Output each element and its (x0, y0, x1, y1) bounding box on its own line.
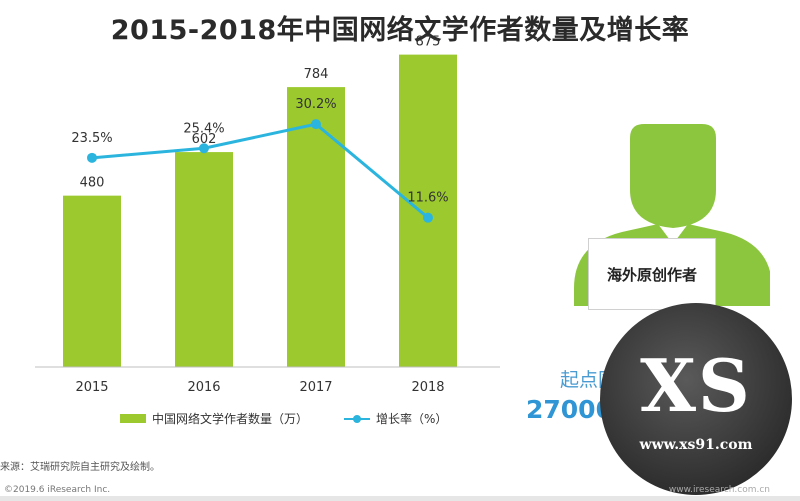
watermark-logo: XS www.xs91.com (600, 303, 792, 495)
legend-swatch-bar (120, 414, 146, 423)
legend-item-bar: 中国网络文学作者数量（万） (120, 410, 308, 427)
bar-2016 (175, 152, 233, 367)
sign-board: 海外原创作者 (588, 238, 716, 310)
bar-2015 (63, 195, 121, 367)
x-tick-2016: 2016 (187, 380, 220, 395)
watermark-letters: XS (640, 343, 752, 428)
footer-site: www.iresearch.com.cn (668, 485, 770, 495)
growth-point-2017 (311, 119, 321, 130)
growth-rate-line (91, 122, 429, 219)
bar-2018 (399, 54, 457, 367)
bar-2017 (287, 87, 345, 367)
x-tick-2017: 2017 (299, 380, 332, 395)
bar-label-2017: 784 (304, 67, 329, 82)
legend-label-bar: 中国网络文学作者数量（万） (152, 412, 309, 426)
copyright: ©2019.6 iResearch Inc. (4, 485, 111, 495)
x-tick-2018: 2018 (411, 380, 444, 395)
growth-label-2016: 25.4% (183, 121, 224, 136)
watermark-url: www.xs91.com (639, 437, 753, 453)
growth-point-2016 (199, 143, 209, 154)
legend-swatch-line (344, 414, 371, 424)
footer-line (0, 496, 800, 501)
growth-label-2017: 30.2% (295, 97, 336, 112)
growth-point-2015 (87, 152, 97, 163)
growth-label-2018: 11.6% (407, 191, 448, 206)
bar-label-2015: 480 (80, 176, 105, 191)
growth-label-2015: 23.5% (71, 131, 112, 146)
legend-item-line: 增长率（%） (344, 410, 447, 427)
x-tick-2015: 2015 (75, 380, 108, 395)
growth-point-2018 (423, 212, 433, 223)
legend-label-line: 增长率（%） (376, 412, 448, 426)
bar-label-2018: 875 (416, 35, 441, 50)
source-note: 来源：艾瑞研究院自主研究及绘制。 (0, 462, 160, 473)
bar-label-2016: 602 (192, 132, 217, 147)
legend: 中国网络文学作者数量（万） 增长率（%） (120, 410, 483, 427)
page-title: 2015-2018年中国网络文学作者数量及增长率 (110, 15, 690, 46)
chart: 480 602 784 875 23.5% 25.4% 30.2% 11.6% 2015 20… (35, 35, 500, 395)
